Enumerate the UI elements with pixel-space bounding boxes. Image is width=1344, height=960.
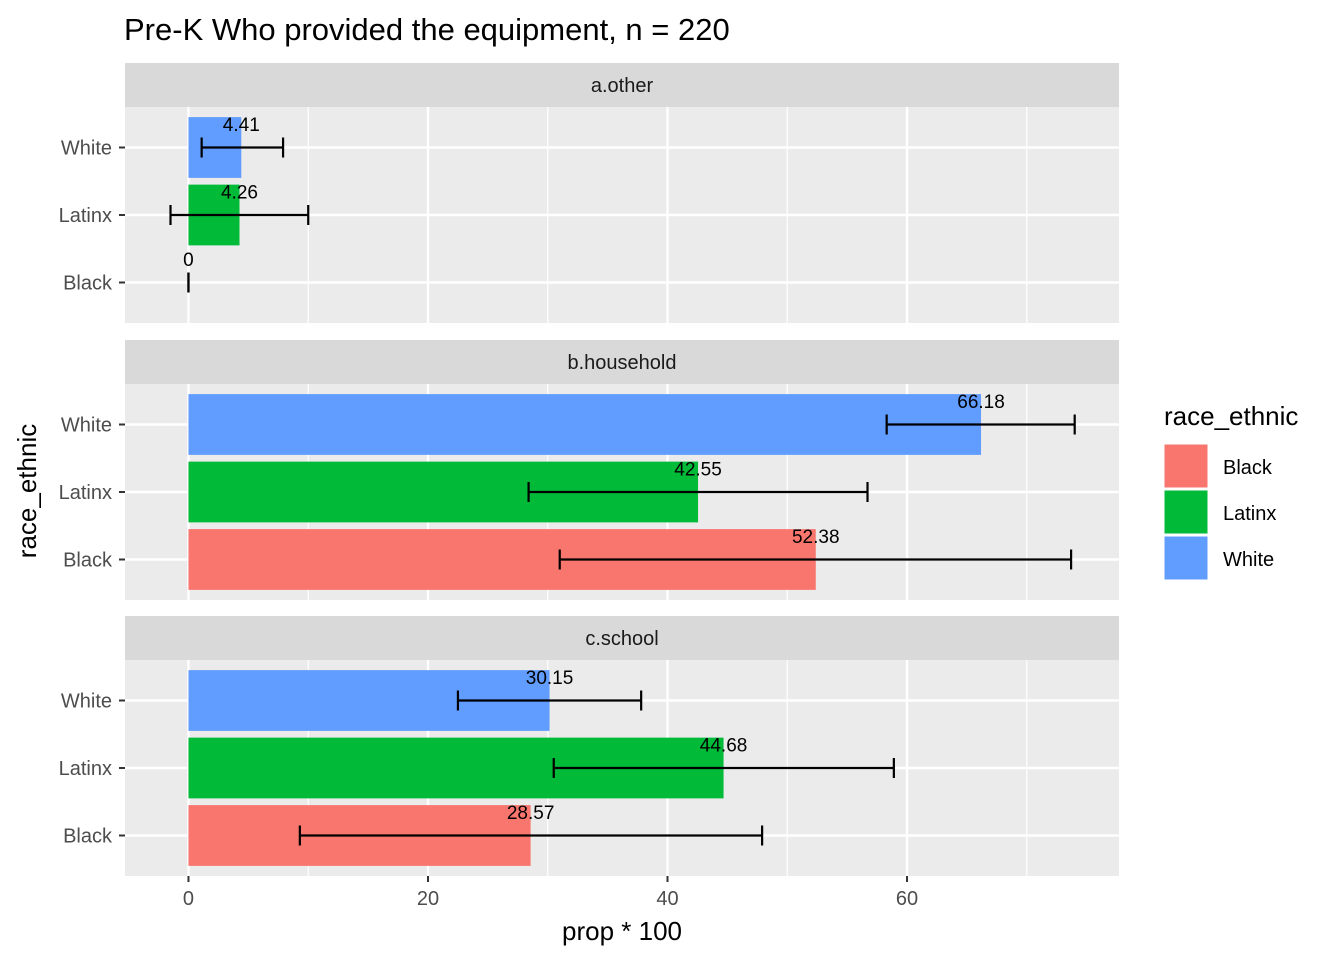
data-label: 4.26 xyxy=(221,183,258,204)
facet-strip xyxy=(125,63,1119,107)
data-label: 44.68 xyxy=(700,736,748,757)
data-label: 52.38 xyxy=(792,527,840,548)
data-label: 66.18 xyxy=(957,392,1005,413)
y-tick-label: Latinx xyxy=(59,482,112,504)
legend-label: Latinx xyxy=(1223,503,1276,525)
x-axis: 0 20 40 60 xyxy=(183,876,918,910)
facet-strip xyxy=(125,340,1119,384)
legend-key-latinx xyxy=(1163,489,1209,535)
legend-label: White xyxy=(1223,549,1274,571)
legend-title: race_ethnic xyxy=(1164,401,1298,431)
legend-key-black xyxy=(1163,443,1209,489)
data-label: 0 xyxy=(183,250,194,271)
facet-strip-label: b.household xyxy=(568,352,677,374)
y-tick-label: Black xyxy=(63,550,113,572)
y-tick-label: White xyxy=(61,415,112,437)
y-tick-label: Black xyxy=(63,273,113,295)
legend-label: Black xyxy=(1223,457,1273,479)
facet-strip-label: a.other xyxy=(591,75,654,97)
bar-white xyxy=(188,394,982,455)
facet-strip xyxy=(125,616,1119,660)
y-tick-label: Black xyxy=(63,826,113,848)
facet-panel: a.other White Latinx Black 4.41 4.26 0 xyxy=(59,63,1119,323)
y-tick-label: Latinx xyxy=(59,205,112,227)
data-label: 28.57 xyxy=(507,803,555,824)
y-tick-label: White xyxy=(61,138,112,160)
legend: race_ethnic Black Latinx White xyxy=(1163,401,1298,581)
y-tick-label: White xyxy=(61,691,112,713)
x-tick-label: 60 xyxy=(896,888,918,910)
x-tick-label: 40 xyxy=(656,888,678,910)
y-tick-label: Latinx xyxy=(59,758,112,780)
data-label: 30.15 xyxy=(526,668,574,689)
x-axis-title: prop * 100 xyxy=(562,916,682,946)
data-label: 4.41 xyxy=(223,115,260,136)
data-label: 42.55 xyxy=(674,460,722,481)
x-tick-label: 0 xyxy=(183,888,194,910)
x-tick-label: 20 xyxy=(417,888,439,910)
facet-strip-label: c.school xyxy=(585,628,658,650)
chart-title: Pre-K Who provided the equipment, n = 22… xyxy=(124,12,730,47)
y-axis-title: race_ethnic xyxy=(12,424,42,558)
facet-panel: c.school White Latinx Black 30.15 44.68 28.57 xyxy=(59,616,1119,876)
facet-panel: b.household White Latinx Black 66.18 42.55 52.… xyxy=(59,340,1119,600)
facet-panels: a.other White Latinx Black 4.41 4.26 0 b.househ… xyxy=(59,63,1119,876)
legend-key-white xyxy=(1163,535,1209,581)
